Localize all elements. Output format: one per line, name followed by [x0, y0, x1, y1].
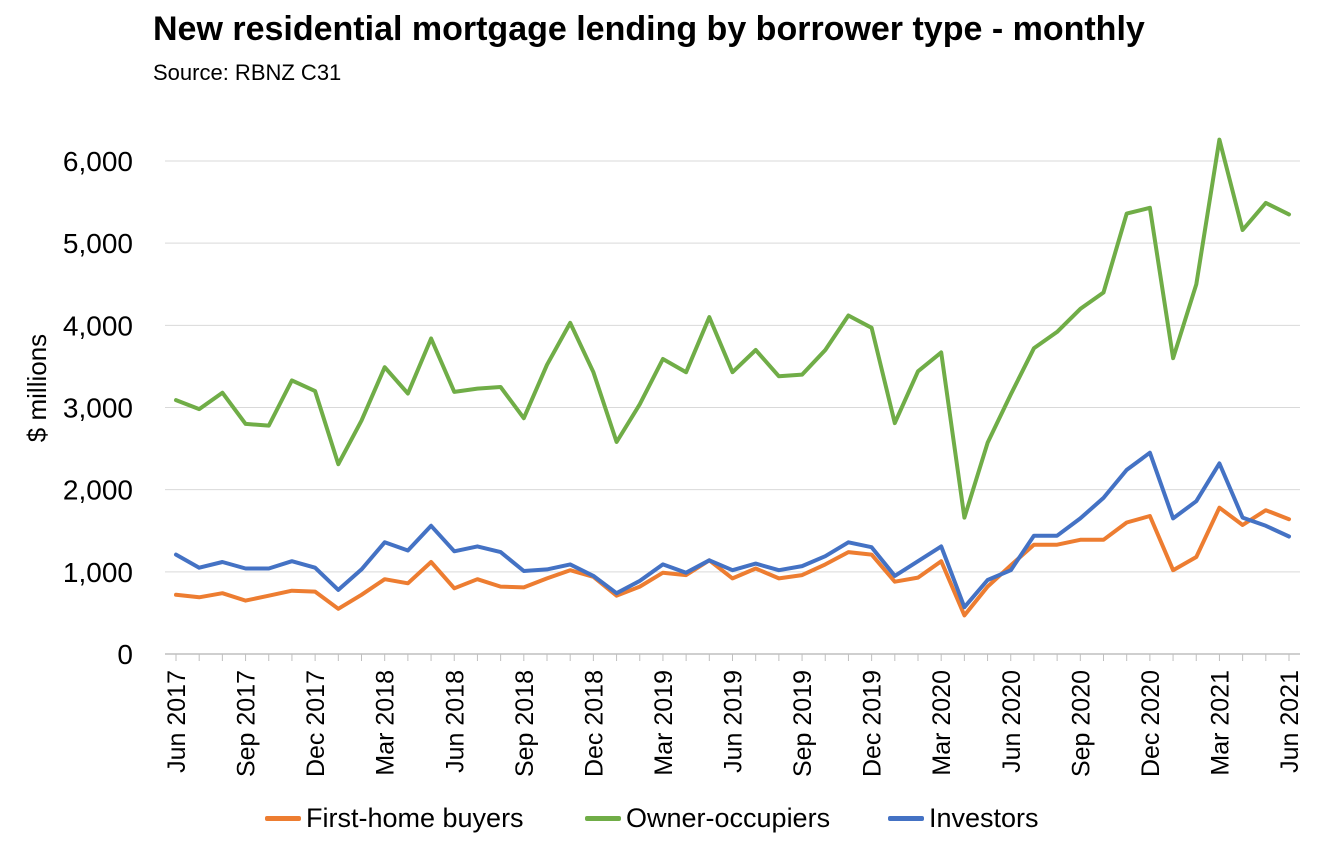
x-tick-label: Jun 2019 [720, 670, 748, 773]
x-tick-label: Jun 2021 [1276, 670, 1304, 773]
x-tick-label: Dec 2019 [859, 670, 887, 777]
series-line-first-home-buyers [174, 505, 1291, 618]
legend: First-home buyers Owner-occupiers Invest… [0, 803, 1317, 843]
legend-label-investors: Investors [929, 803, 1039, 833]
legend-swatch-first-home-buyers [265, 816, 301, 821]
legend-item-first-home-buyers: First-home buyers [265, 803, 524, 834]
series-line-owner-occupiers [174, 137, 1291, 520]
chart-title: New residential mortgage lending by borr… [153, 10, 1145, 48]
y-tick-label: 4,000 [63, 310, 133, 341]
y-tick-label: 6,000 [63, 146, 133, 177]
legend-swatch-investors [888, 816, 924, 821]
legend-item-owner-occupiers: Owner-occupiers [585, 803, 830, 834]
x-tick-label: Jun 2020 [998, 670, 1026, 773]
x-tick-label: Mar 2020 [928, 670, 956, 776]
x-tick-label: Dec 2020 [1137, 670, 1165, 777]
chart-subtitle: Source: RBNZ C31 [153, 60, 342, 85]
x-tick-label: Sep 2017 [233, 670, 261, 777]
x-tick-label: Jun 2018 [441, 670, 469, 773]
legend-item-investors: Investors [888, 803, 1039, 834]
y-tick-label: 2,000 [63, 475, 133, 506]
legend-swatch-owner-occupiers [585, 816, 621, 821]
x-tick-label: Mar 2021 [1206, 670, 1234, 776]
y-axis-title: $ millions [22, 334, 52, 442]
x-tick-label: Sep 2018 [511, 670, 539, 777]
y-tick-label: 0 [117, 639, 133, 670]
x-tick-label: Jun 2017 [163, 670, 191, 773]
x-tick-label: Sep 2019 [789, 670, 817, 777]
x-tick-label: Mar 2018 [372, 670, 400, 776]
series-line-investors [174, 450, 1291, 610]
y-tick-label: 1,000 [63, 557, 133, 588]
x-tick-label: Dec 2017 [302, 670, 330, 777]
x-tick-label: Dec 2018 [580, 670, 608, 777]
x-tick-label: Mar 2019 [650, 670, 678, 776]
legend-label-owner-occupiers: Owner-occupiers [626, 803, 831, 833]
x-tick-label: Sep 2020 [1067, 670, 1095, 777]
legend-label-first-home-buyers: First-home buyers [306, 803, 524, 833]
y-tick-label: 5,000 [63, 228, 133, 259]
y-tick-label: 3,000 [63, 393, 133, 424]
